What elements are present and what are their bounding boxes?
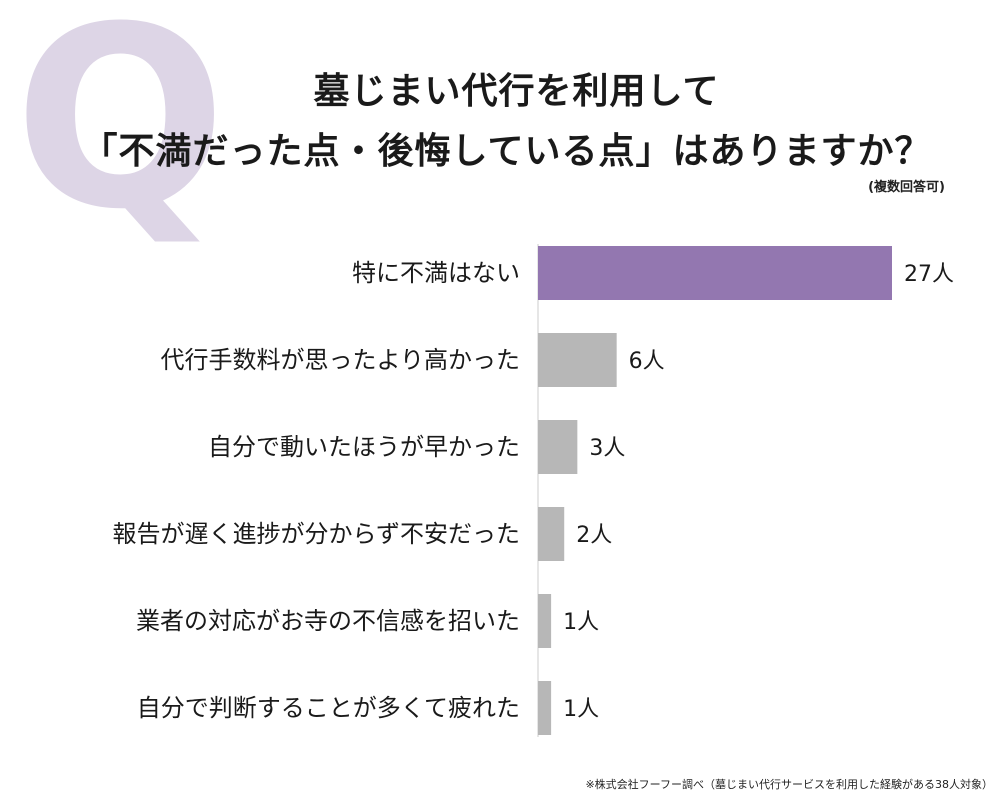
value-label-3: 3人: [589, 436, 625, 461]
title-line-2: 「不満だった点・後悔している点」はありますか？: [81, 131, 932, 172]
value-label-6: 1人: [563, 697, 599, 722]
value-label-5: 1人: [563, 610, 599, 635]
category-label-6: 自分で判断することが多くて疲れた: [137, 694, 520, 722]
multiple-answer-note: (複数回答可): [868, 180, 945, 195]
bar-5: [538, 594, 552, 648]
q-watermark: Q: [14, 0, 227, 264]
value-label-4: 2人: [576, 523, 612, 548]
title-line-1: 墓じまい代行を利用して: [313, 71, 720, 112]
bar-2: [538, 333, 617, 387]
category-label-5: 業者の対応がお寺の不信感を招いた: [136, 607, 520, 635]
value-label-2: 6人: [629, 349, 665, 374]
source-footnote: ※株式会社フーフー調べ（墓じまい代行サービスを利用した経験がある38人対象）: [585, 778, 993, 791]
bar-1: [538, 246, 892, 300]
bar-3: [538, 420, 578, 474]
category-label-1: 特に不満はない: [352, 259, 520, 287]
category-label-2: 代行手数料が思ったより高かった: [160, 346, 520, 374]
bar-4: [538, 507, 565, 561]
category-label-3: 自分で動いたほうが早かった: [208, 433, 520, 461]
category-label-4: 報告が遅く進捗が分からず不安だった: [112, 520, 520, 548]
value-label-1: 27人: [904, 262, 954, 287]
bar-6: [538, 681, 552, 735]
chart-title: 墓じまい代行を利用して 「不満だった点・後悔している点」はありますか？: [0, 62, 1003, 182]
